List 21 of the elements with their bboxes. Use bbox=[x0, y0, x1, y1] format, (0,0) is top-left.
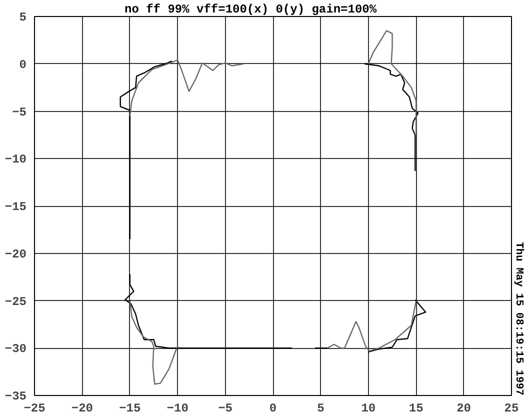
x-tick-label: −15 bbox=[119, 402, 141, 414]
x-tick-label: −20 bbox=[71, 402, 94, 414]
y-tick-label: −30 bbox=[4, 342, 27, 356]
y-tick-label: −15 bbox=[4, 200, 27, 214]
x-tick-label: 25 bbox=[504, 402, 519, 414]
x-tick-label: 15 bbox=[408, 402, 424, 414]
x-tick-label: 5 bbox=[317, 402, 324, 414]
x-tick-label: 0 bbox=[269, 402, 277, 414]
y-tick-label: 0 bbox=[19, 58, 26, 72]
y-tick-label: −10 bbox=[4, 152, 27, 167]
y-tick-label: −5 bbox=[12, 105, 27, 120]
y-tick-label: 5 bbox=[19, 10, 26, 24]
text: Thu May 15 08:19:15 1997 bbox=[512, 242, 524, 396]
x-tick-label: 10 bbox=[361, 402, 376, 414]
y-tick-label: −25 bbox=[4, 294, 27, 309]
x-tick-label: 20 bbox=[456, 402, 472, 414]
x-tick-label: −10 bbox=[166, 402, 188, 414]
x-tick-label: −5 bbox=[218, 402, 233, 414]
y-tick-label: −20 bbox=[4, 247, 27, 262]
y-tick-label: −35 bbox=[4, 390, 27, 404]
chart-title: no ff 99% vff=100(x) 0(y) gain=100% bbox=[124, 2, 378, 16]
